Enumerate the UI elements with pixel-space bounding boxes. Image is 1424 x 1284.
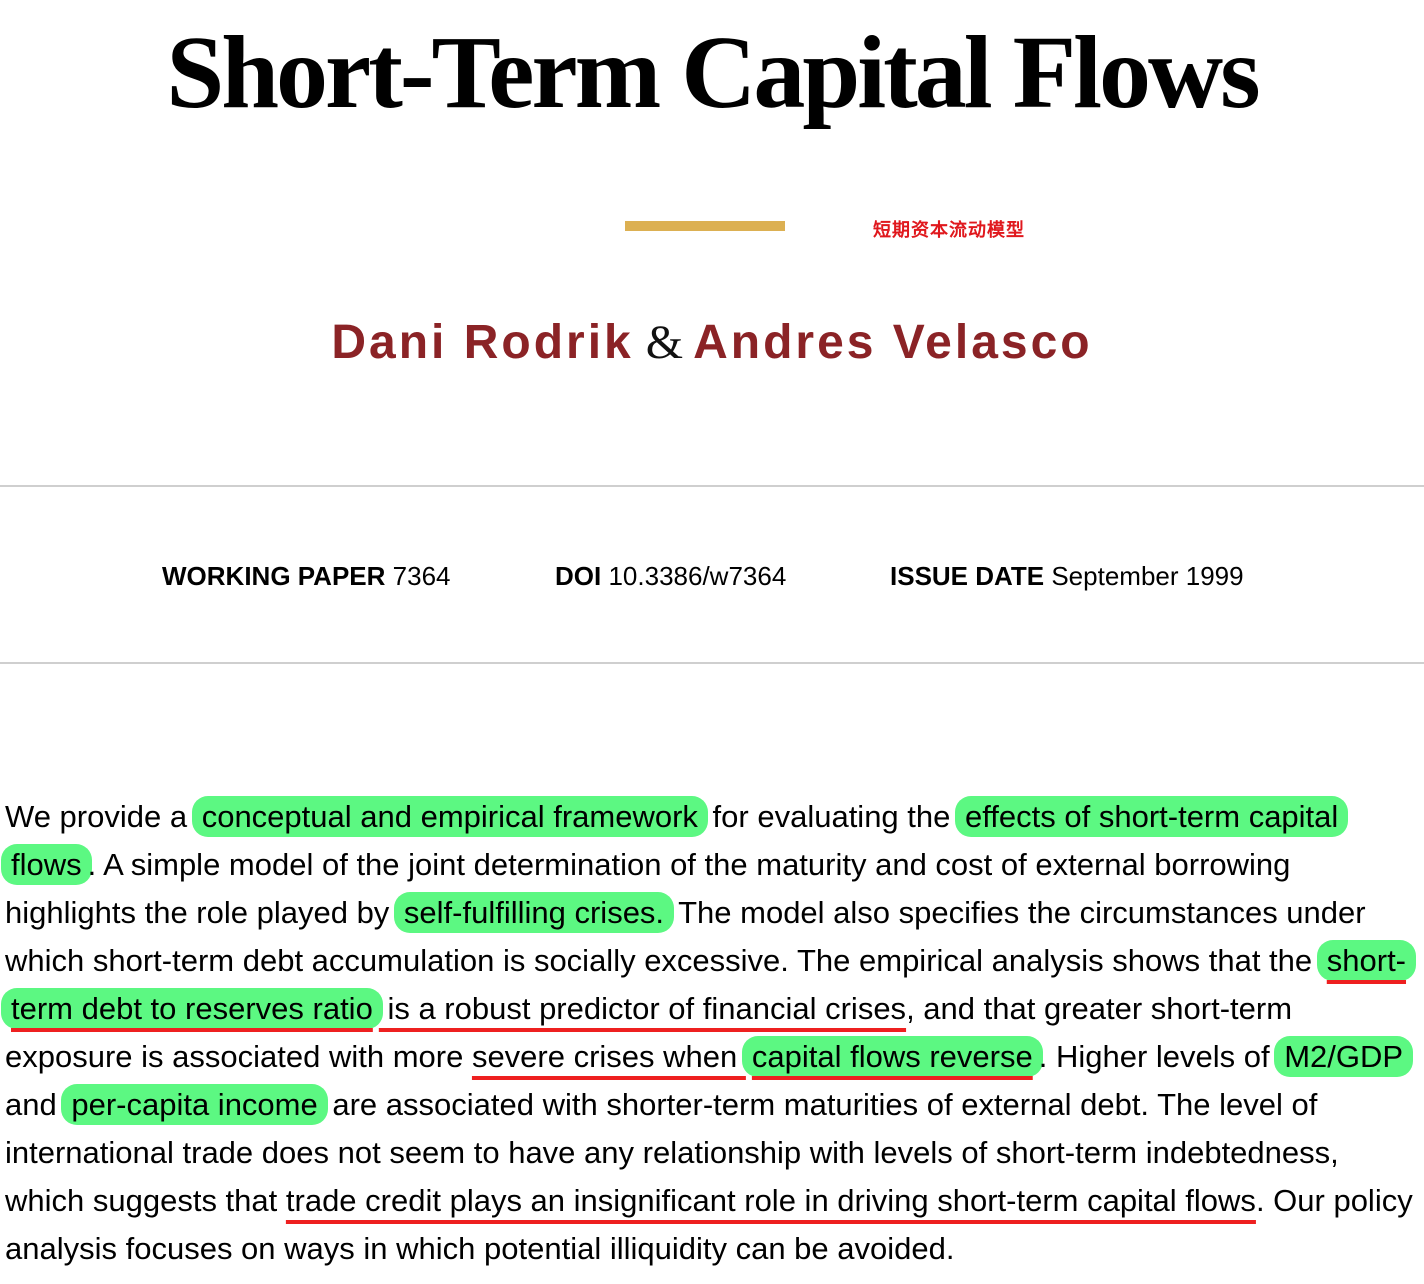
highlight-framework: conceptual and empirical framework (191, 796, 708, 837)
abstract-text: for evaluating the (703, 799, 959, 834)
underline-severe-crises: severe crises when capital flows reverse (471, 1036, 1043, 1077)
highlight-income: per-capita income (61, 1084, 328, 1125)
abstract-text: are associated with shorter-term maturit… (5, 1087, 1339, 1218)
author-line: Dani Rodrik & Andres Velasco (0, 314, 1424, 372)
author-link-rodrik[interactable]: Dani Rodrik (331, 316, 634, 369)
highlight-flows-reverse: capital flows reverse (741, 1036, 1043, 1077)
author-separator: & (645, 316, 684, 369)
underline-trade-credit: trade credit plays an insignificant role… (285, 1183, 1256, 1218)
decorative-gold-rule (625, 221, 785, 231)
handwritten-annotation: 短期资本流动模型 (873, 220, 1025, 241)
divider-top (0, 485, 1424, 487)
abstract-paragraph: We provide a conceptual and empirical fr… (1, 793, 1420, 1273)
author-link-velasco[interactable]: Andres Velasco (693, 316, 1093, 369)
doi-value[interactable]: 10.3386/w7364 (608, 561, 787, 591)
abstract-text: The model also specifies the circumstanc… (5, 895, 1366, 978)
abstract-text: We provide a (5, 799, 196, 834)
highlight-m2gdp: M2/GDP (1274, 1036, 1414, 1077)
issue-date-label: ISSUE DATE (890, 561, 1045, 591)
underlined-text: is a robust predictor of financial crise… (378, 991, 907, 1026)
highlight-self-fulfilling: self-fulfilling crises. (393, 892, 675, 933)
doi-meta: DOI 10.3386/w7364 (555, 560, 786, 592)
issue-date-meta: ISSUE DATE September 1999 (890, 560, 1244, 592)
abstract-text: and (5, 1087, 66, 1122)
divider-bottom (0, 662, 1424, 664)
underlined-text: severe crises when (471, 1039, 746, 1074)
working-paper-label: WORKING PAPER (162, 561, 386, 591)
page-title: Short-Term Capital Flows (166, 15, 1260, 130)
working-paper-meta: WORKING PAPER 7364 (162, 560, 451, 592)
abstract-text: . A simple model of the joint determinat… (5, 847, 1291, 930)
abstract-text: , and that greater short-term exposure i… (5, 991, 1293, 1074)
abstract-text: . Our policy analysis focuses on ways in… (5, 1183, 1413, 1266)
abstract-text: . Higher levels of (1038, 1039, 1279, 1074)
working-paper-value: 7364 (392, 561, 451, 591)
doi-label: DOI (555, 561, 602, 591)
issue-date-value: September 1999 (1051, 561, 1244, 591)
